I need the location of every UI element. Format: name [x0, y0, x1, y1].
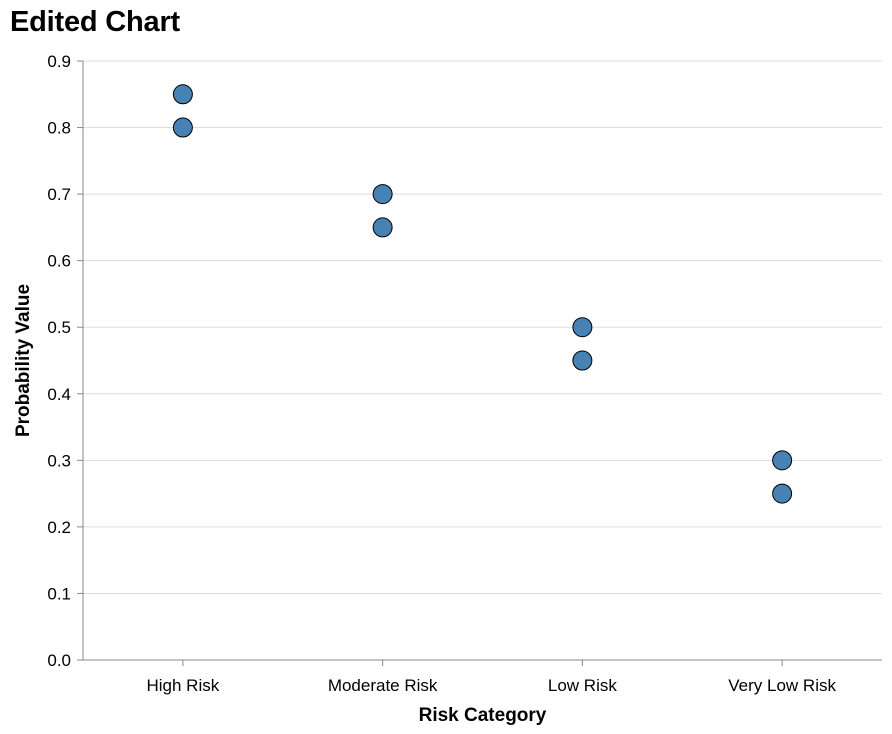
y-tick-label: 0.6 — [47, 252, 71, 271]
y-tick-label: 0.5 — [47, 318, 71, 337]
data-point — [372, 217, 393, 238]
y-tick-label: 0.1 — [47, 584, 71, 603]
data-point — [172, 84, 193, 105]
x-tick-label: High Risk — [147, 676, 220, 695]
gridlines — [83, 60, 882, 594]
data-point — [372, 184, 393, 205]
x-axis-title: Risk Category — [419, 705, 547, 726]
x-tick-label: Moderate Risk — [328, 676, 438, 695]
y-tick-label: 0.7 — [47, 185, 71, 204]
chart-title: Edited Chart — [10, 6, 180, 38]
data-point — [772, 483, 793, 504]
y-tick-label: 0.0 — [47, 651, 71, 670]
x-tick-label: Low Risk — [548, 676, 617, 695]
data-point — [172, 117, 193, 138]
data-point — [772, 450, 793, 471]
data-point — [572, 317, 593, 338]
y-tick-label: 0.3 — [47, 451, 71, 470]
y-tick-label: 0.2 — [47, 518, 71, 537]
data-points — [172, 84, 793, 504]
data-point — [572, 350, 593, 371]
y-tick-label: 0.9 — [47, 52, 71, 71]
axes: 0.0 0.1 0.2 0.3 0.4 0.5 0.6 0.7 0.8 0.9 High Risk M… — [47, 52, 882, 695]
y-tick-label: 0.8 — [47, 119, 71, 138]
y-tick-label: 0.4 — [47, 385, 71, 404]
y-axis-title: Probability Value — [13, 284, 34, 437]
x-tick-label: Very Low Risk — [728, 676, 836, 695]
